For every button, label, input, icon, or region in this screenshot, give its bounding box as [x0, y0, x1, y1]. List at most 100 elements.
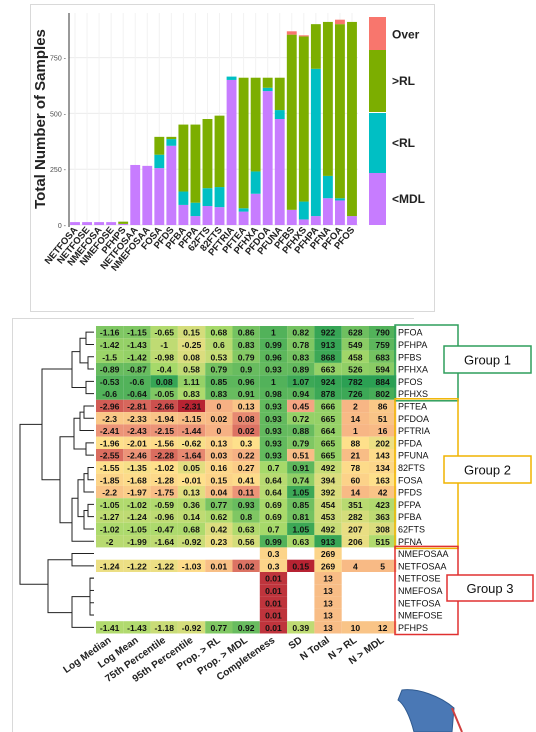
heatmap-cell	[205, 399, 233, 413]
heatmap-cell-value: 0.01	[265, 598, 282, 608]
heatmap-cell	[259, 621, 288, 634]
heatmap-cell-value: -1.96	[100, 438, 120, 448]
bar-segment	[238, 211, 249, 225]
heatmap-cell	[96, 424, 124, 437]
heatmap-cell-value: -0.65	[154, 328, 174, 338]
heatmap-cell	[259, 547, 288, 560]
y-tick-label: 250 -	[50, 167, 67, 174]
heatmap-cell-value: 0.02	[210, 414, 227, 424]
heatmap-cell-value: -1.64	[182, 451, 202, 461]
y-tick-label: 500 -	[50, 111, 67, 118]
heatmap-cell	[341, 473, 369, 486]
heatmap-cell-value: 0.22	[238, 451, 255, 461]
heatmap-cell	[150, 399, 178, 413]
heatmap-cell-value: 0.78	[292, 340, 309, 350]
heatmap-cell-value: 0.3	[267, 549, 279, 559]
heatmap-cell-value: 492	[321, 525, 336, 535]
bar-segment	[178, 204, 189, 225]
heatmap-cell	[96, 387, 124, 400]
heatmap-cell	[341, 424, 369, 437]
heatmap-cell-value: 782	[348, 377, 363, 387]
bar-segment	[82, 222, 92, 225]
row-label: PFHPS	[398, 623, 428, 633]
heatmap-cell	[150, 449, 178, 462]
heatmap-cell-value: 88	[351, 438, 361, 448]
heatmap-cell	[150, 510, 178, 523]
heatmap-cell	[96, 449, 124, 462]
decorative-arrow-shape	[397, 689, 455, 732]
heatmap-cell	[150, 375, 178, 388]
heatmap-cell-value: 1.05	[292, 488, 309, 498]
bar-segment	[154, 136, 165, 155]
heatmap-cell-value: 0.03	[210, 451, 227, 461]
heatmap-cell-value: 10	[351, 623, 361, 633]
bar-segment	[154, 154, 165, 169]
heatmap-cell-value: -1	[160, 340, 168, 350]
y-tick-label: 0 -	[58, 223, 67, 230]
heatmap-cell	[150, 387, 178, 400]
heatmap-cell	[369, 375, 397, 388]
heatmap-cell	[96, 522, 124, 536]
heatmap-cell-value: 0.88	[292, 426, 309, 436]
bar-segment	[202, 188, 213, 207]
heatmap-cell-value: -0.6	[102, 389, 117, 399]
heatmap-cell-value: 868	[321, 352, 336, 362]
heatmap-cell	[123, 522, 151, 536]
row-label: PFDA	[398, 438, 422, 448]
heatmap-cell	[96, 535, 124, 548]
heatmap-cell-value: 665	[321, 414, 336, 424]
heatmap-cell	[287, 399, 315, 413]
dendrogram-branch	[85, 380, 94, 395]
heatmap-cell-value: 0.9	[240, 365, 252, 375]
heatmap-cell-value: 282	[348, 512, 363, 522]
heatmap-cell	[177, 399, 206, 413]
heatmap-cell-value: 0.08	[238, 414, 255, 424]
heatmap-cell-value: 0.64	[265, 475, 282, 485]
dendrogram-branch	[71, 497, 94, 542]
bar-segment	[226, 76, 237, 80]
bar-segment	[274, 77, 285, 111]
heatmap-cell-value: 0.69	[265, 512, 282, 522]
heatmap-cell	[177, 473, 206, 486]
group-label: Group 1	[464, 353, 511, 368]
heatmap-cell	[314, 350, 342, 363]
heatmap-cell	[150, 473, 178, 486]
heatmap-cell	[96, 510, 124, 523]
heatmap-cell-value: 0.93	[238, 500, 255, 510]
heatmap-cell-value: -0.25	[182, 340, 202, 350]
heatmap-cell-value: -1.16	[100, 328, 120, 338]
bar-segment	[347, 21, 357, 217]
heatmap-cell-value: 0.01	[265, 586, 282, 596]
heatmap-cell	[96, 473, 124, 486]
dendrogram-branch	[71, 596, 94, 628]
group-label-box	[443, 345, 532, 374]
heatmap-cell-value: 0.93	[265, 451, 282, 461]
heatmap-cell	[369, 510, 397, 523]
heatmap-cell-value: -1.05	[100, 500, 120, 510]
heatmap-cell-value: 922	[321, 328, 336, 338]
heatmap-cell	[287, 485, 315, 499]
heatmap-cell	[369, 424, 397, 437]
heatmap-cell	[232, 522, 260, 536]
heatmap-cell-value: 0.08	[183, 352, 200, 362]
bar-segment	[262, 91, 273, 226]
heatmap-cell	[150, 621, 178, 634]
heatmap-cell-value: 0.08	[156, 377, 173, 387]
heatmap-cell-value: -2.46	[127, 451, 147, 461]
heatmap-cell	[177, 412, 206, 425]
heatmap-cell	[232, 449, 260, 462]
bar-segment	[190, 124, 201, 203]
bar-segment	[166, 145, 177, 225]
heatmap-cell	[259, 338, 288, 351]
heatmap-cell	[232, 387, 260, 400]
heatmap-cell	[287, 387, 315, 400]
heatmap-cell-value: 1	[353, 426, 358, 436]
heatmap-cell	[205, 510, 233, 523]
heatmap-cell	[314, 375, 342, 388]
heatmap-cell	[287, 621, 315, 634]
heatmap-cell-value: 269	[321, 549, 336, 559]
row-label: PFTEA	[398, 402, 427, 412]
heatmap-cell	[232, 424, 260, 437]
heatmap-cell-value: 0.93	[265, 414, 282, 424]
heatmap-cell	[177, 485, 206, 499]
